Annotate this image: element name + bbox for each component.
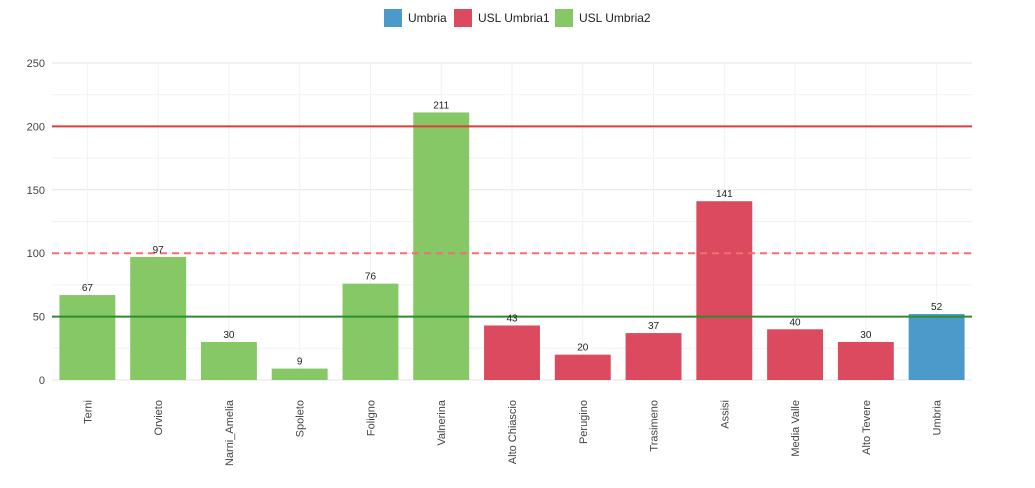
bar-assisi — [696, 201, 753, 380]
bar-valnerina — [413, 112, 470, 381]
bar-orvieto — [130, 257, 187, 380]
data-labels: 67 97 30 9 76 211 43 20 37 141 40 30 52 — [82, 100, 943, 367]
y-tick-label: 50 — [33, 312, 45, 324]
data-label: 52 — [931, 302, 943, 313]
data-label: 43 — [506, 313, 518, 324]
legend-item-2: USL Umbria2 — [555, 9, 651, 27]
y-tick-label: 100 — [27, 248, 45, 260]
legend-label: Umbria — [408, 11, 447, 25]
data-label: 76 — [365, 272, 377, 283]
x-tick-label: Foligno — [365, 400, 377, 436]
x-tick-label: Alto Tevere — [861, 400, 873, 455]
data-label: 37 — [648, 321, 660, 332]
legend-swatch — [555, 9, 573, 27]
legend-label: USL Umbria1 — [478, 11, 550, 25]
legend-item-0: Umbria — [384, 9, 447, 27]
y-tick-label: 0 — [39, 375, 45, 387]
data-label: 97 — [153, 245, 165, 256]
legend-swatch — [384, 9, 402, 27]
data-label: 211 — [433, 100, 449, 111]
bar-perugino — [554, 354, 611, 380]
bar-media-valle — [767, 329, 824, 380]
x-tick-label: Trasimeno — [649, 400, 661, 452]
x-tick-label: Spoleto — [295, 400, 307, 437]
x-tick-label: Valnerina — [436, 399, 448, 446]
reference-lines — [52, 125, 972, 318]
data-label: 30 — [223, 330, 235, 341]
x-tick-label: Perugino — [578, 400, 590, 444]
bar-umbria — [908, 314, 965, 380]
data-label: 9 — [297, 357, 303, 368]
x-tick-label: Narni_Amelia — [224, 399, 236, 466]
y-tick-label: 150 — [27, 185, 45, 197]
x-tick-label: Umbria — [932, 399, 944, 435]
data-label: 20 — [577, 343, 589, 354]
data-label: 141 — [716, 189, 733, 200]
y-tick-label: 200 — [27, 121, 45, 133]
data-label: 40 — [790, 317, 802, 328]
legend-label: USL Umbria2 — [579, 11, 651, 25]
data-label: 30 — [860, 330, 872, 341]
bar-alto-tevere — [837, 341, 894, 380]
bar-trasimeno — [625, 333, 682, 380]
x-tick-label: Terni — [82, 400, 94, 424]
data-label: 67 — [82, 283, 94, 294]
bars — [59, 112, 965, 381]
bar-terni — [59, 295, 116, 380]
bar-spoleto — [271, 368, 328, 380]
bar-narni-amelia — [200, 341, 257, 380]
y-tick-label: 250 — [27, 58, 45, 70]
x-tick-label: Media Valle — [790, 400, 802, 457]
bar-foligno — [342, 283, 399, 380]
legend-swatch — [454, 9, 472, 27]
legend-item-1: USL Umbria1 — [454, 9, 550, 27]
x-tick-label: Orvieto — [153, 400, 165, 435]
legend: Umbria USL Umbria1 USL Umbria2 — [384, 9, 651, 27]
x-axis: Terni Orvieto Narni_Amelia Spoleto Foligno Va… — [82, 399, 943, 466]
bar-alto-chiascio — [484, 325, 540, 380]
y-axis: 0 50 100 150 200 250 — [27, 58, 45, 387]
x-tick-label: Assisi — [719, 400, 731, 429]
x-tick-label: Alto Chiascio — [507, 400, 519, 464]
